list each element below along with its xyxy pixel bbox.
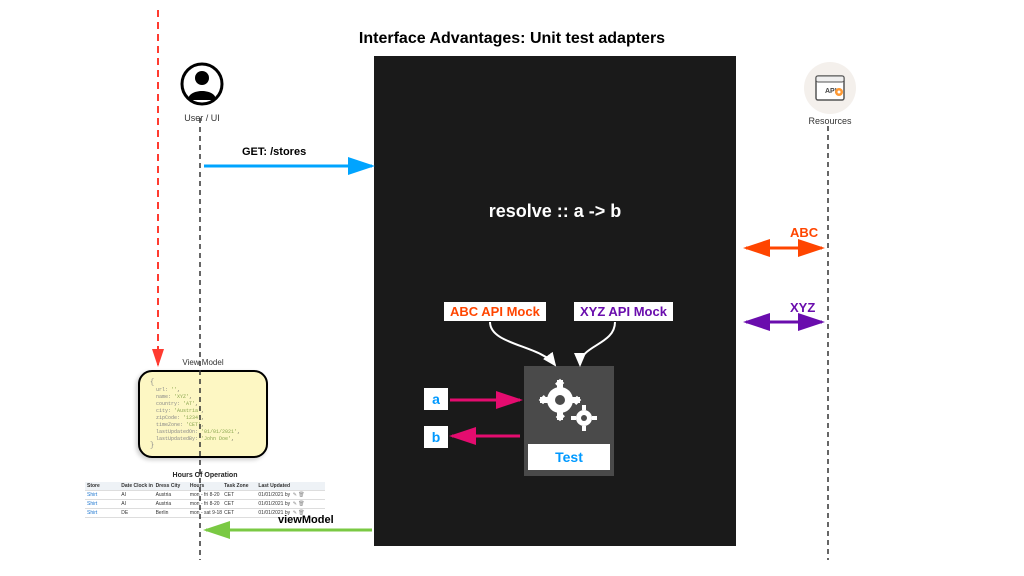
hours-title: Hours Of Operation (85, 472, 325, 479)
svg-text:API: API (825, 88, 837, 95)
view-model-title: View Model (138, 358, 268, 367)
get-stores-label: GET: /stores (242, 146, 306, 158)
gears-icon (534, 374, 604, 436)
abc-arrow-label: ABC (790, 225, 818, 240)
table-header: Dress City (154, 482, 188, 491)
hours-table: StoreDate Clock inDress CityHoursTask Zo… (85, 482, 325, 518)
resources-label: Resources (800, 116, 860, 126)
abc-api-mock: ABC API Mock (444, 302, 546, 321)
test-box: Test (524, 366, 614, 476)
table-row: ShirtAIAustriamon - fri 8-20CET01/01/202… (85, 500, 325, 509)
resources-block: API Resources (800, 62, 860, 126)
core-box: resolve :: a -> b ABC API Mock XYZ API M… (374, 56, 736, 546)
table-header: Last Updated (256, 482, 290, 491)
table-row: ShirtAIAustriamon - fri 8-20CET01/01/202… (85, 491, 325, 500)
table-header: Store (85, 482, 119, 491)
table-header: Date Clock in (119, 482, 153, 491)
page-title: Interface Advantages: Unit test adapters (0, 30, 1024, 48)
viewmodel-return-label: viewModel (278, 514, 334, 526)
table-header: Task Zone (222, 482, 256, 491)
test-label: Test (528, 444, 610, 470)
input-a-box: a (424, 388, 448, 410)
table-header: Hours (188, 482, 222, 491)
view-model-card: { url: '', name: 'XYZ', country: 'AT', c… (138, 370, 268, 458)
table-header (291, 482, 325, 491)
user-label: User / UI (172, 113, 232, 123)
api-icon: API (815, 75, 845, 101)
user-block: User / UI (172, 62, 232, 123)
xyz-arrow-label: XYZ (790, 300, 815, 315)
user-icon (180, 62, 224, 106)
output-b-box: b (424, 426, 448, 448)
xyz-api-mock: XYZ API Mock (574, 302, 673, 321)
resolve-signature: resolve :: a -> b (374, 201, 736, 222)
